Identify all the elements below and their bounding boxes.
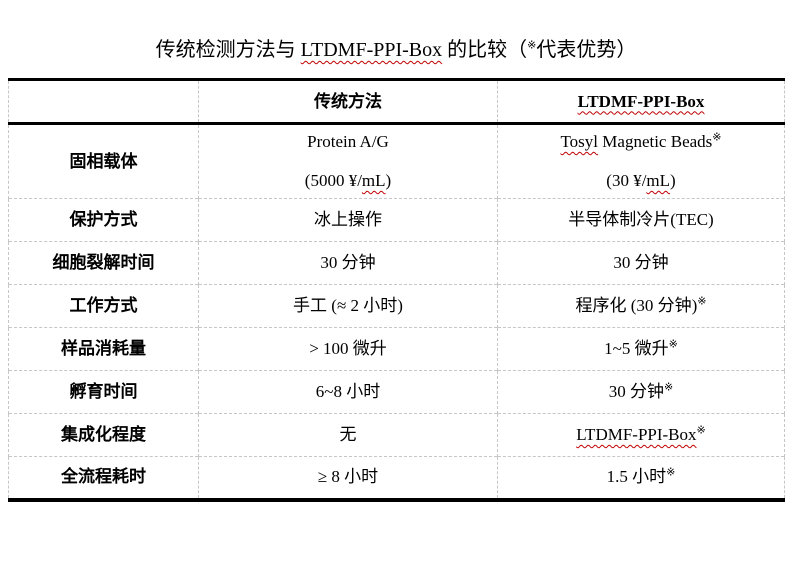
cell-traditional: ≥ 8 小时 bbox=[198, 456, 498, 500]
text-segment: 的比较（ bbox=[442, 39, 528, 61]
cell-line: 程序化 (30 分钟)※ bbox=[502, 295, 780, 317]
cell-line: (5000 ¥/mL) bbox=[203, 170, 493, 192]
cell-line: ≥ 8 小时 bbox=[203, 466, 493, 488]
text-segment: 30 分钟 bbox=[320, 253, 376, 272]
table-header: 传统方法 LTDMF-PPI-Box bbox=[8, 79, 785, 125]
row-label: 集成化程度 bbox=[8, 413, 199, 457]
comparison-table: 传统方法 LTDMF-PPI-Box 固相载体 Protein A/G (5000 … bbox=[8, 78, 785, 502]
row-label: 工作方式 bbox=[8, 284, 199, 328]
text-segment: ) bbox=[385, 171, 392, 190]
cell-line: LTDMF-PPI-Box※ bbox=[502, 424, 780, 446]
text-segment: 程序化 (30 分钟) bbox=[575, 296, 698, 315]
text-segment: 手工 (≈ 2 小时) bbox=[293, 296, 403, 315]
header-row: 传统方法 LTDMF-PPI-Box bbox=[8, 79, 785, 125]
cell-line: > 100 微升 bbox=[203, 338, 493, 360]
advantage-marker: ※ bbox=[696, 424, 706, 437]
text-segment: 无 bbox=[339, 425, 357, 444]
text-segment: Magnetic Beads bbox=[598, 132, 713, 151]
text-segment: 30 分钟 bbox=[608, 382, 665, 401]
table-row: 保护方式 冰上操作 半导体制冷片(TEC) bbox=[8, 198, 785, 242]
cell-traditional: 无 bbox=[198, 413, 498, 457]
text-segment: (5000 ¥/ bbox=[304, 171, 362, 190]
cell-ltdmf: 1.5 小时※ bbox=[497, 456, 785, 500]
header-cell-traditional: 传统方法 bbox=[198, 79, 498, 125]
text-segment: 半导体制冷片(TEC) bbox=[568, 210, 714, 229]
spellcheck-wavy-text: Tosyl bbox=[560, 132, 599, 151]
table-row: 孵育时间 6~8 小时 30 分钟※ bbox=[8, 370, 785, 414]
table-row: 集成化程度 无 LTDMF-PPI-Box※ bbox=[8, 413, 785, 457]
cell-line: 1~5 微升※ bbox=[502, 338, 780, 360]
advantage-marker: ※ bbox=[712, 131, 722, 144]
advantage-marker: ※ bbox=[527, 39, 537, 52]
cell-traditional: 手工 (≈ 2 小时) bbox=[198, 284, 498, 328]
table-row: 细胞裂解时间 30 分钟 30 分钟 bbox=[8, 241, 785, 285]
row-label: 细胞裂解时间 bbox=[8, 241, 199, 285]
text-segment: 代表优势） bbox=[536, 39, 637, 61]
page-title: 传统检测方法与 LTDMF-PPI-Box 的比较（※代表优势） bbox=[0, 33, 792, 62]
cell-ltdmf: 30 分钟 bbox=[497, 241, 785, 285]
cell-ltdmf: 1~5 微升※ bbox=[497, 327, 785, 371]
header-cell-empty bbox=[8, 79, 199, 125]
cell-ltdmf: 程序化 (30 分钟)※ bbox=[497, 284, 785, 328]
cell-line: 冰上操作 bbox=[203, 209, 493, 231]
table-body: 固相载体 Protein A/G (5000 ¥/mL) Tosyl Magnetic… bbox=[8, 123, 785, 500]
table-row: 固相载体 Protein A/G (5000 ¥/mL) Tosyl Magnetic… bbox=[8, 123, 785, 199]
cell-traditional: 冰上操作 bbox=[198, 198, 498, 242]
row-label: 保护方式 bbox=[8, 198, 199, 242]
text-segment: Protein A/G bbox=[307, 132, 389, 151]
row-label: 全流程耗时 bbox=[8, 456, 199, 500]
text-segment: 冰上操作 bbox=[314, 210, 382, 229]
cell-traditional: Protein A/G (5000 ¥/mL) bbox=[198, 123, 498, 199]
cell-traditional: > 100 微升 bbox=[198, 327, 498, 371]
cell-line: 手工 (≈ 2 小时) bbox=[203, 295, 493, 317]
cell-traditional: 6~8 小时 bbox=[198, 370, 498, 414]
cell-ltdmf: Tosyl Magnetic Beads※ (30 ¥/mL) bbox=[497, 123, 785, 199]
cell-ltdmf: LTDMF-PPI-Box※ bbox=[497, 413, 785, 457]
text-segment: 30 分钟 bbox=[613, 253, 669, 272]
cell-line: Tosyl Magnetic Beads※ bbox=[502, 131, 780, 153]
text-segment: 1.5 小时 bbox=[606, 467, 667, 487]
cell-line: (30 ¥/mL) bbox=[502, 170, 780, 192]
row-label: 样品消耗量 bbox=[8, 327, 199, 371]
cell-ltdmf: 30 分钟※ bbox=[497, 370, 785, 414]
text-segment: 传统方法 bbox=[314, 91, 382, 111]
cell-line: 6~8 小时 bbox=[203, 381, 493, 403]
cell-ltdmf: 半导体制冷片(TEC) bbox=[497, 198, 785, 242]
text-segment: ) bbox=[670, 171, 676, 190]
cell-traditional: 30 分钟 bbox=[198, 241, 498, 285]
cell-line: 30 分钟※ bbox=[502, 381, 780, 403]
text-segment: ≥ 8 小时 bbox=[317, 467, 379, 487]
advantage-marker: ※ bbox=[664, 381, 674, 394]
cell-line: 半导体制冷片(TEC) bbox=[502, 209, 780, 231]
spellcheck-wavy-text: mL bbox=[361, 171, 386, 190]
table-row: 工作方式 手工 (≈ 2 小时) 程序化 (30 分钟)※ bbox=[8, 284, 785, 328]
text-segment: 传统检测方法与 bbox=[155, 39, 301, 61]
text-segment: 1~5 微升 bbox=[604, 339, 669, 358]
spellcheck-wavy-text: mL bbox=[646, 171, 671, 190]
advantage-marker: ※ bbox=[697, 295, 707, 308]
cell-line: 无 bbox=[203, 424, 493, 446]
row-label: 孵育时间 bbox=[8, 370, 199, 414]
text-segment: (30 ¥/ bbox=[606, 171, 647, 190]
table-row: 样品消耗量 > 100 微升 1~5 微升※ bbox=[8, 327, 785, 371]
cell-line: 30 分钟 bbox=[502, 252, 780, 274]
spellcheck-wavy-text: LTDMF-PPI-Box bbox=[577, 91, 705, 111]
spellcheck-wavy-text: LTDMF-PPI-Box bbox=[300, 39, 443, 61]
advantage-marker: ※ bbox=[668, 338, 678, 351]
spellcheck-wavy-text: LTDMF-PPI-Box bbox=[576, 425, 697, 444]
cell-line: 30 分钟 bbox=[203, 252, 493, 274]
text-segment: 6~8 小时 bbox=[315, 382, 381, 401]
advantage-marker: ※ bbox=[666, 466, 676, 479]
text-segment: > 100 微升 bbox=[309, 339, 387, 358]
row-label: 固相载体 bbox=[8, 123, 199, 199]
cell-line: Protein A/G bbox=[203, 131, 493, 153]
table-row: 全流程耗时 ≥ 8 小时 1.5 小时※ bbox=[8, 456, 785, 500]
header-cell-ltdmf: LTDMF-PPI-Box bbox=[497, 79, 785, 125]
cell-line: 1.5 小时※ bbox=[502, 466, 780, 488]
